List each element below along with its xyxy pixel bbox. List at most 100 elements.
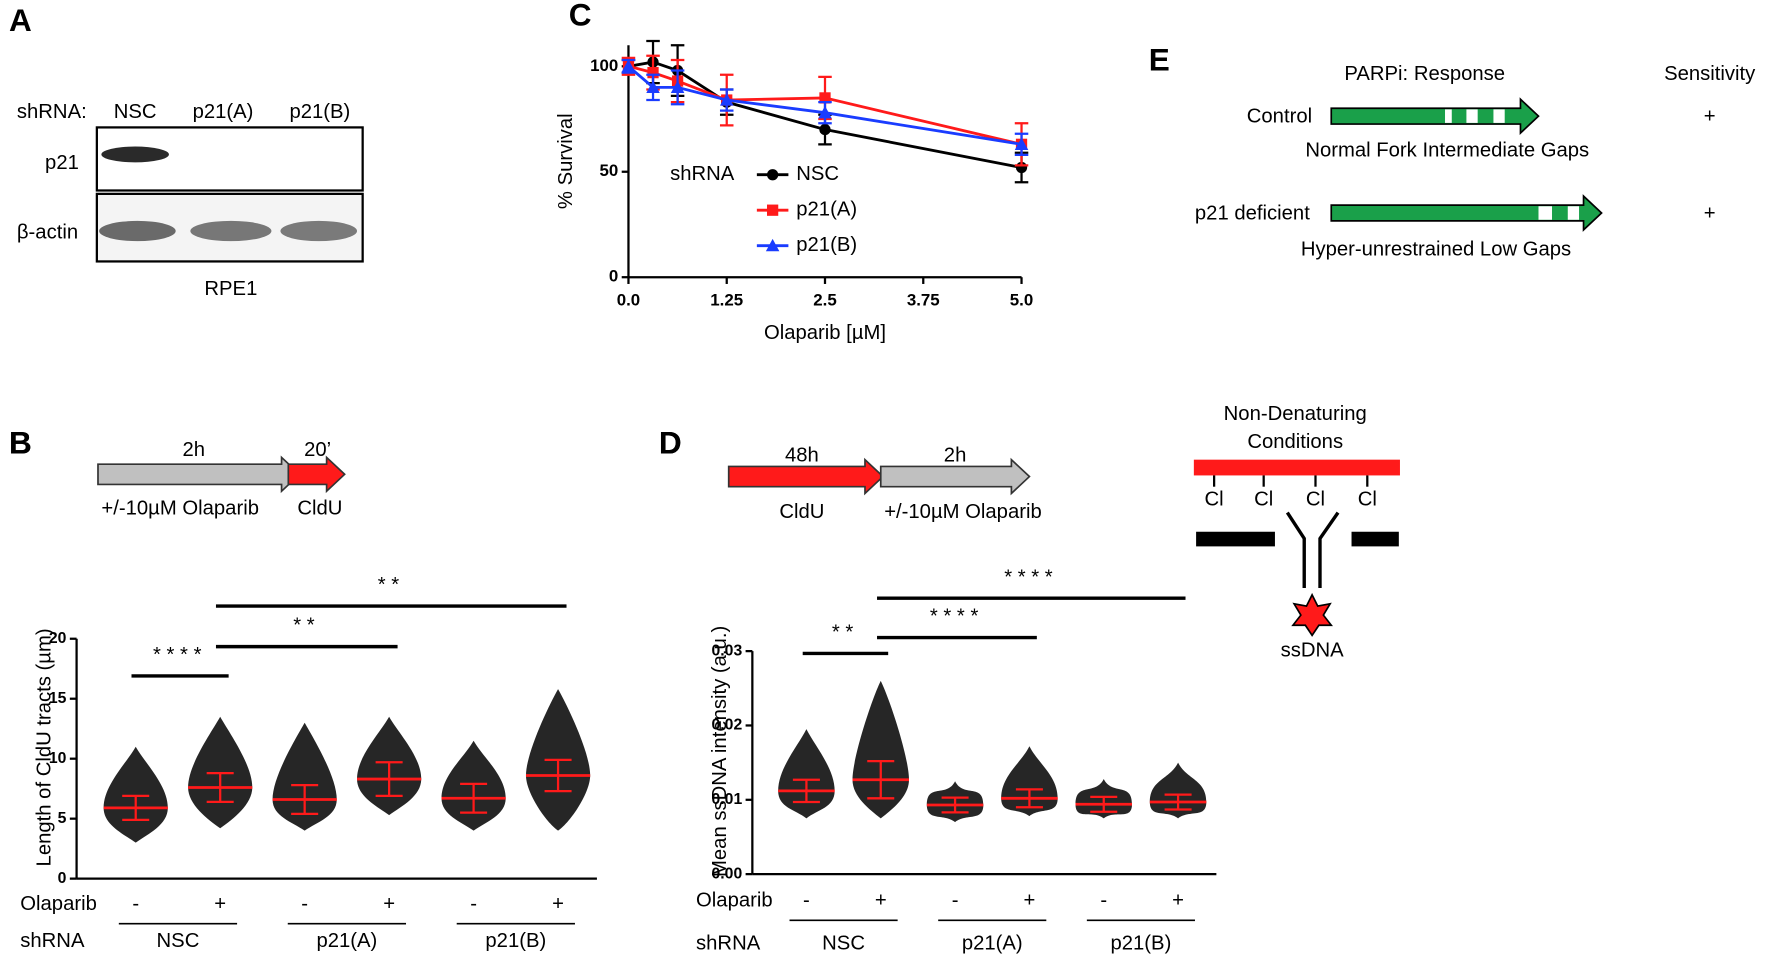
x-tick-label: + xyxy=(383,893,395,915)
x-tick-label: + xyxy=(214,893,226,915)
site-ticks xyxy=(1212,475,1369,487)
dot-cloud xyxy=(103,746,168,843)
group-row-label: shRNA xyxy=(696,932,761,954)
step-time: 2h xyxy=(944,445,967,467)
y-tick-label: 15 xyxy=(49,690,67,707)
blot-band xyxy=(280,220,358,242)
significance-label: **** xyxy=(1004,566,1058,588)
y-tick-label: 0.01 xyxy=(712,791,743,808)
dot-cloud xyxy=(272,722,337,831)
x-axis-label: Olaparib [µM] xyxy=(764,322,886,344)
site-label: Cl xyxy=(1358,489,1377,511)
step-label: +/-10µM Olaparib xyxy=(884,501,1042,523)
legend-marker xyxy=(766,169,779,181)
label-star xyxy=(1291,592,1333,637)
site-label: Cl xyxy=(1254,489,1273,511)
step-time: 48h xyxy=(785,445,819,467)
fork-arrow xyxy=(1330,97,1540,135)
x-tick-label: 0.0 xyxy=(617,290,640,309)
x-tick-label: - xyxy=(132,893,139,915)
blot-row-label: p21 xyxy=(45,152,79,174)
y-tick-label: 10 xyxy=(49,750,67,767)
target-label: ssDNA xyxy=(1281,639,1345,661)
dot-cloud xyxy=(1149,762,1207,819)
x-tick-label: 3.75 xyxy=(907,290,940,309)
protocol-arrow xyxy=(879,457,1031,496)
site-label: Cl xyxy=(1306,489,1325,511)
marker xyxy=(719,93,734,106)
group-label: p21(A) xyxy=(962,932,1023,954)
dna-strand xyxy=(1196,531,1275,547)
y-tick-label: 0.03 xyxy=(712,642,743,659)
marker xyxy=(646,80,660,94)
lane-label: p21(A) xyxy=(193,101,254,123)
protocol-arrow xyxy=(727,457,885,496)
x-tick-label: 2.5 xyxy=(813,290,836,309)
x-tick-label: 5.0 xyxy=(1010,290,1033,309)
group-label: p21(B) xyxy=(485,930,546,952)
x-tick-label: 1.25 xyxy=(710,290,743,309)
dot-cloud xyxy=(778,729,835,819)
step-time: 2h xyxy=(182,439,205,461)
y-tick-label: 0.02 xyxy=(712,717,743,734)
group-label: p21(A) xyxy=(316,930,377,952)
row-description: Normal Fork Intermediate Gaps xyxy=(1305,139,1589,161)
step-label: CldU xyxy=(297,498,342,520)
lane-label: p21(B) xyxy=(289,101,350,123)
marker xyxy=(670,80,685,94)
y-axis-label: Length of CldU tracts (µm) xyxy=(33,628,55,866)
panel-letter: A xyxy=(9,2,32,38)
group-label: NSC xyxy=(822,932,865,954)
fork-arrow xyxy=(1330,194,1603,232)
panel-letter: E xyxy=(1149,41,1170,77)
y-tick-label: 5 xyxy=(58,810,67,827)
sensitivity: + xyxy=(1704,106,1716,128)
x-tick-label: - xyxy=(803,890,810,912)
y-tick-label: 20 xyxy=(49,630,67,647)
column-header: PARPi: Response xyxy=(1344,63,1505,85)
panel-letter: C xyxy=(569,0,592,32)
lane-label: NSC xyxy=(114,101,157,123)
cell-line: RPE1 xyxy=(204,278,257,300)
legend-label: p21(B) xyxy=(796,234,857,256)
significance-label: ** xyxy=(293,615,320,637)
site-label: Cl xyxy=(1205,489,1224,511)
x-tick-label: + xyxy=(1172,890,1184,912)
panel-letter: B xyxy=(9,424,32,460)
y-axis-label: Mean ssDNA intensity (a.u.) xyxy=(709,626,731,877)
legend-title: shRNA xyxy=(670,163,735,185)
significance-label: ** xyxy=(378,574,405,596)
shrna-label: shRNA: xyxy=(17,101,87,123)
protocol-arrow xyxy=(97,455,301,494)
dot-cloud xyxy=(852,680,909,819)
row-label: Control xyxy=(1247,106,1312,128)
panel-letter: D xyxy=(659,424,682,460)
blot-band xyxy=(101,146,169,163)
gaps xyxy=(1445,109,1505,123)
y-tick-label: 0.00 xyxy=(712,865,743,882)
step-label: +/-10µM Olaparib xyxy=(101,498,259,520)
significance-label: **** xyxy=(930,606,984,628)
y-tick-label: 0 xyxy=(609,267,618,286)
panel-letter: B xyxy=(9,424,32,460)
condition-label: Conditions xyxy=(1247,431,1343,453)
marker xyxy=(819,123,831,136)
step-time: 20’ xyxy=(304,439,331,461)
series-line xyxy=(627,65,1022,146)
legend-marker xyxy=(765,238,780,252)
panel-letter: D xyxy=(659,424,682,460)
x-tick-label: + xyxy=(552,893,564,915)
marker xyxy=(647,66,659,79)
dna-strand xyxy=(1351,531,1399,547)
x-tick-label: - xyxy=(952,890,959,912)
x-tick-label: + xyxy=(875,890,887,912)
group-label: NSC xyxy=(157,930,200,952)
gaps xyxy=(1538,206,1580,220)
x-tick-label: - xyxy=(470,893,477,915)
group-row-label: shRNA xyxy=(20,930,85,952)
group-label: p21(B) xyxy=(1111,932,1172,954)
column-header: Sensitivity xyxy=(1664,63,1756,85)
legend-marker xyxy=(766,204,779,216)
legend-label: NSC xyxy=(796,163,839,185)
protocol-arrow xyxy=(287,455,346,494)
